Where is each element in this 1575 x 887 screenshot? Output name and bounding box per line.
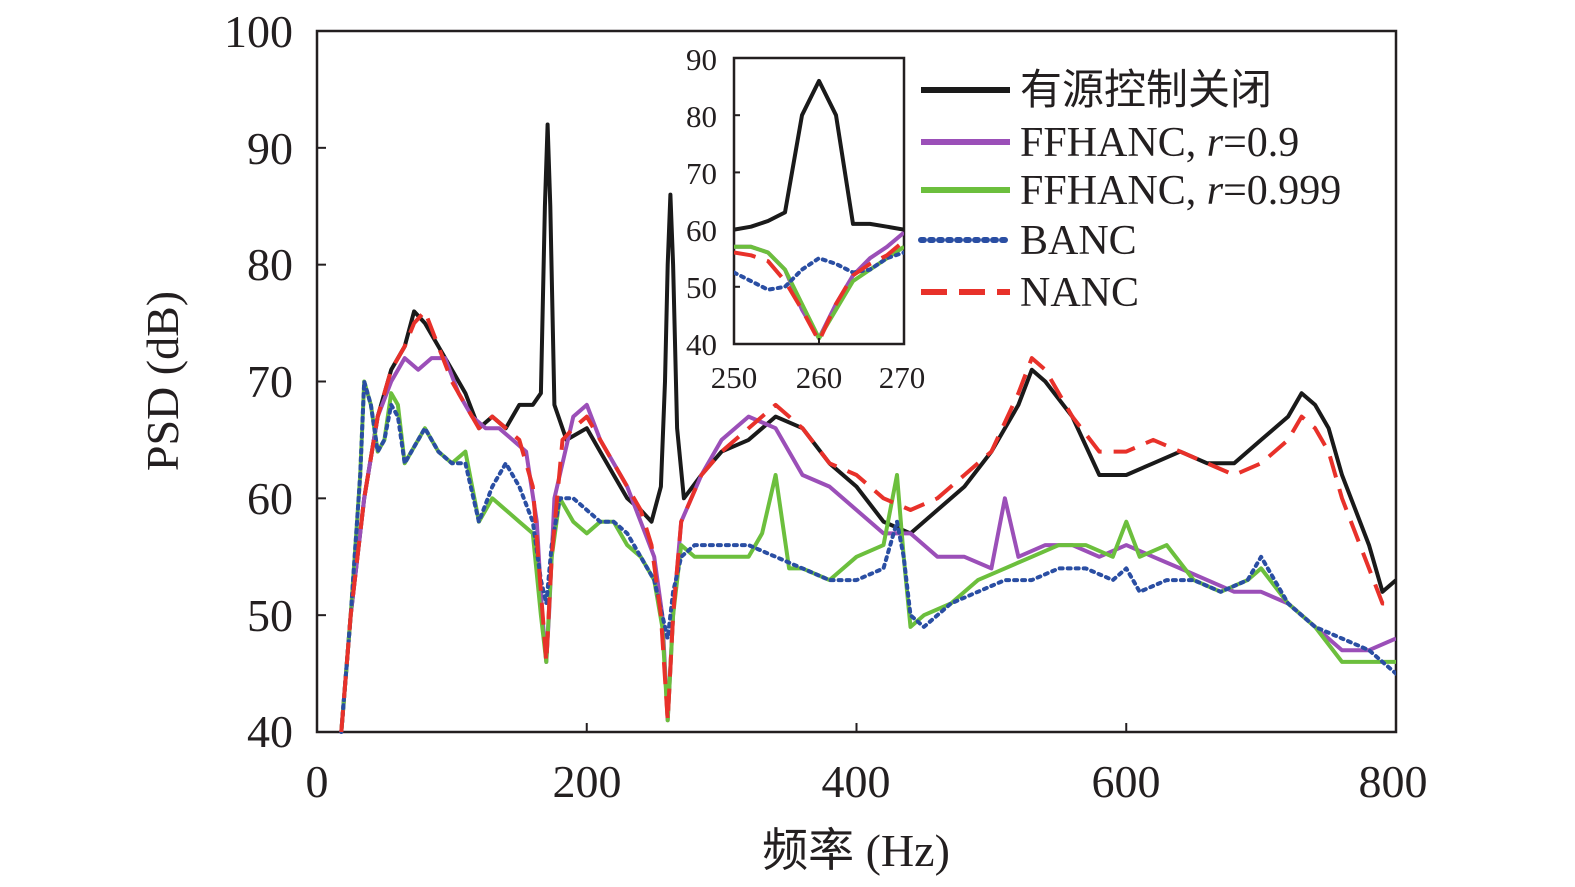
inset-series-group <box>733 57 905 345</box>
inset-series-line-4 <box>734 239 904 344</box>
x-tick-label: 0 <box>306 756 329 807</box>
x-tick-label: 600 <box>1092 756 1161 807</box>
inset-x-ticks: 250 260 270 <box>711 360 926 395</box>
x-axis-title: 频率 (Hz) <box>762 825 950 876</box>
y-tick-label: 60 <box>247 473 293 524</box>
main-series-line-1 <box>339 356 1396 733</box>
y-axis-title: PSD (dB) <box>137 291 188 471</box>
legend-label: NANC <box>1020 270 1139 316</box>
legend: 有源控制关闭 FFHANC, r=0.9 FFHANC, r=0.999 BAN… <box>918 68 1341 316</box>
x-tick-label: 400 <box>822 756 891 807</box>
legend-label: 有源控制关闭 <box>1020 68 1272 114</box>
x-tick-label: 200 <box>553 756 622 807</box>
legend-label: FFHANC, r=0.9 <box>1020 120 1299 166</box>
y-tick-label: 80 <box>247 239 293 290</box>
main-series-line-4 <box>339 309 1396 733</box>
inset-y-ticks: 40 50 60 70 80 90 <box>686 42 717 362</box>
inset-y-tick-label: 40 <box>686 327 717 362</box>
legend-label: BANC <box>1020 218 1137 264</box>
main-series-line-2 <box>339 379 1396 733</box>
inset-y-tick-label: 50 <box>686 270 717 305</box>
y-tick-label: 90 <box>247 123 293 174</box>
inset-x-tick-label: 270 <box>879 360 926 395</box>
inset-plot-frame <box>732 56 906 346</box>
x-tick-label: 800 <box>1359 756 1428 807</box>
inset-x-tick-label: 260 <box>796 360 843 395</box>
main-y-ticks: 40 50 60 70 80 90 100 <box>224 6 293 757</box>
y-tick-label: 50 <box>247 590 293 641</box>
y-tick-label: 100 <box>224 6 293 57</box>
y-tick-label: 40 <box>247 706 293 757</box>
y-tick-label: 70 <box>247 356 293 407</box>
inset-series-line-0 <box>734 78 904 232</box>
inset-series-line-3 <box>734 250 904 292</box>
inset-y-tick-label: 80 <box>686 99 717 134</box>
inset-chart: 40 50 60 70 80 90 250 260 270 <box>686 42 925 395</box>
legend-label: FFHANC, r=0.999 <box>1020 168 1341 214</box>
inset-y-tick-label: 60 <box>686 213 717 248</box>
main-x-ticks: 0 200 400 600 800 <box>306 756 1428 807</box>
inset-x-tick-label: 250 <box>711 360 758 395</box>
main-series-line-3 <box>339 379 1396 734</box>
inset-y-tick-label: 70 <box>686 156 717 191</box>
inset-y-tick-label: 90 <box>686 42 717 77</box>
